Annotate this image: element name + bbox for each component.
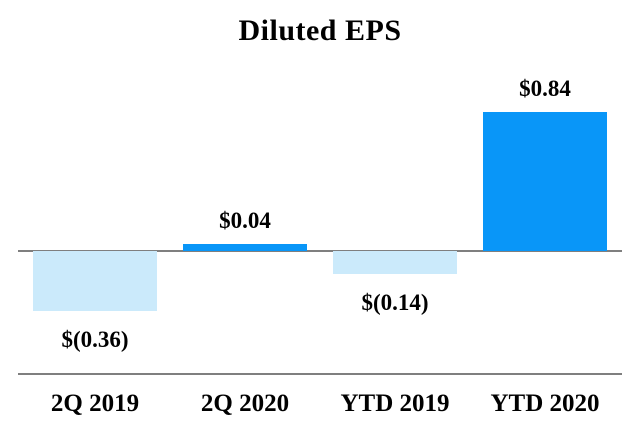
x-axis-tick-label: 2Q 2019 [50,390,140,417]
x-axis-tick-label: 2Q 2020 [200,390,290,417]
x-axis-line [18,373,622,375]
bar-value-label: $0.84 [519,76,571,101]
zero-axis-line [18,250,622,252]
bar-ytd-2020 [483,112,607,251]
chart-title: Diluted EPS [238,14,402,47]
x-axis-tick-label: YTD 2019 [340,390,450,417]
bar-2q-2020 [183,244,307,251]
bar-2q-2019 [33,251,157,311]
bar-value-label: $(0.36) [61,327,129,352]
bar-value-label: $0.04 [219,208,271,233]
x-axis-tick-label: YTD 2020 [490,390,600,417]
bar-value-label: $(0.14) [361,290,429,315]
bar-ytd-2019 [333,251,457,274]
